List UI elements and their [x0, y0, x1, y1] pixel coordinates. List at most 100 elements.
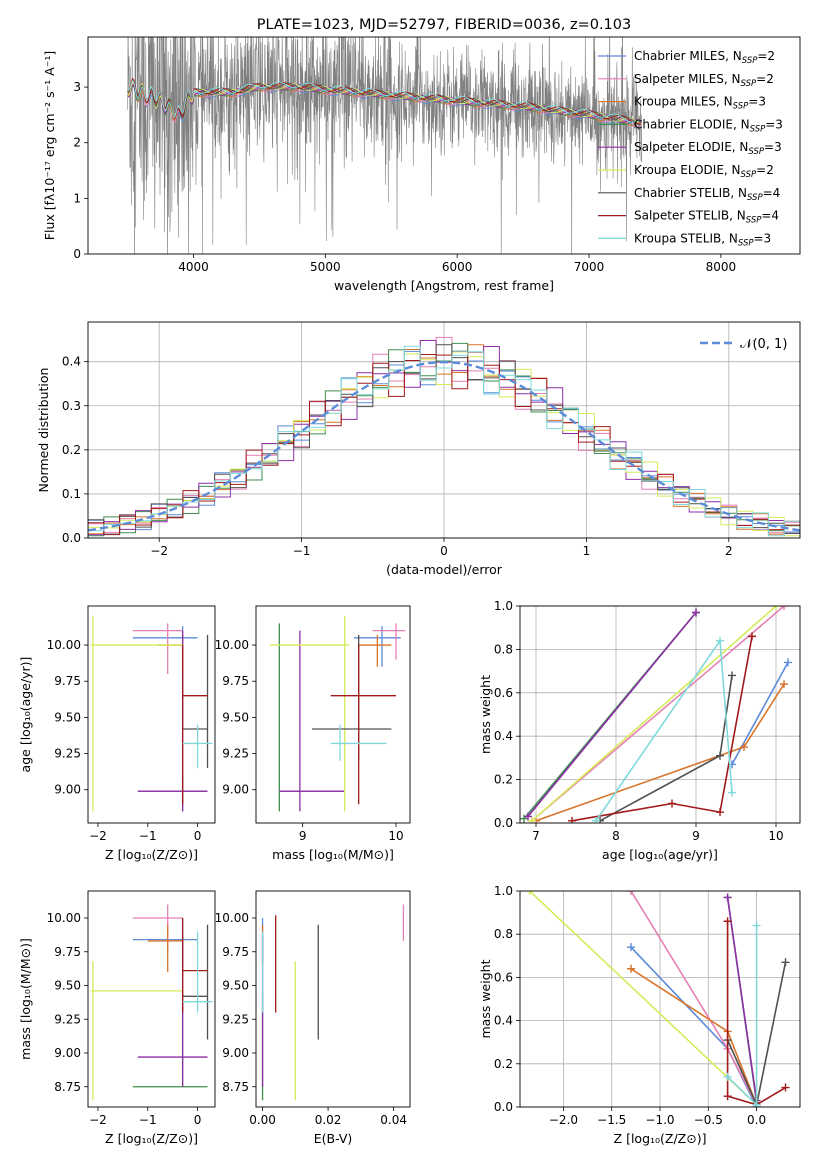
y-tick-label: 9.75	[54, 674, 81, 688]
x-tick-label: −0.5	[694, 1113, 723, 1127]
age-vs-mass-panel: 9 10 9.00 9.25 9.50 9.75 10.00 mass [log₁₀(M/M⊙…	[215, 605, 411, 862]
histogram-kroupa_stelib	[88, 345, 800, 538]
weight-vs-metallicity-panel: −2.0 −1.5 −1.0 −0.5 0.0 0.0 0.2 0.4 0.6 0.8 1.0 Z […	[478, 884, 801, 1146]
normal-pdf-curve	[88, 360, 800, 532]
weight-point-chabrier_miles	[627, 943, 636, 952]
y-tick-label: 9.25	[54, 1012, 81, 1026]
y-axis-label: Flux [fλ10⁻¹⁷ erg cm⁻² s⁻¹ A⁻¹]	[42, 51, 57, 240]
x-axis-label: E(B-V)	[314, 1131, 353, 1146]
y-axis-label: mass [log₁₀(M/M⊙)]	[18, 938, 33, 1060]
weight-point-salpeter_stelib	[723, 1092, 732, 1101]
y-tick-label: 9.75	[222, 674, 249, 688]
weight-line-salpeter_stelib	[571, 636, 753, 822]
mass-vs-ebv-panel: 0.00 0.02 0.04 8.75 9.00 9.25 9.50 9.75 10.00 E(B…	[215, 890, 411, 1146]
y-tick-label: 0.3	[62, 399, 81, 413]
model-spectrum-salpeter_stelib	[127, 77, 642, 124]
y-tick-label: 0.2	[494, 773, 513, 787]
x-tick-label: 0.04	[380, 1113, 407, 1127]
legend-entry: Chabrier STELIB, NSSP=4	[634, 186, 780, 203]
x-tick-label: 10	[768, 829, 783, 843]
y-tick-label: 1.0	[494, 599, 513, 613]
age-vs-metallicity-panel: −2 −1 0 9.00 9.25 9.50 9.75 10.00 Z [log₁₀(Z/Z⊙)…	[18, 605, 216, 862]
y-tick-label: 9.00	[54, 1046, 81, 1060]
y-tick-label: 10.00	[47, 911, 81, 925]
y-axis-label: mass weight	[478, 959, 493, 1038]
x-tick-label: 5000	[310, 260, 341, 274]
x-tick-label: 4000	[178, 260, 209, 274]
x-tick-label: 8	[612, 829, 620, 843]
y-tick-label: 3	[73, 80, 81, 94]
weight-line-salpeter_stelib	[726, 921, 786, 1106]
x-tick-label: 1	[583, 544, 591, 558]
x-tick-label: −1	[293, 544, 311, 558]
x-tick-label: 9	[692, 829, 700, 843]
model-spectrum-chabrier_elodie	[127, 84, 642, 125]
weight-point-salpeter_stelib	[716, 808, 724, 817]
x-axis-label: mass [log₁₀(M/M⊙)]	[272, 847, 394, 862]
axes-frame	[87, 36, 801, 255]
x-axis-label: age [log₁₀(age/yr)]	[602, 847, 718, 862]
histogram-kroupa_miles	[88, 344, 800, 538]
weight-point-salpeter_elodie	[524, 812, 532, 821]
y-tick-label: 1.0	[494, 884, 513, 898]
y-tick-label: 8.75	[54, 1080, 81, 1094]
x-tick-label: −1	[139, 829, 157, 843]
y-tick-label: 9.75	[222, 945, 249, 959]
x-tick-label: −2	[150, 544, 168, 558]
weight-point-kroupa_miles	[740, 743, 748, 752]
weight-point-salpeter_stelib	[668, 799, 676, 808]
weight-point-salpeter_elodie	[692, 608, 700, 617]
weight-point-kroupa_stelib	[723, 1072, 732, 1081]
weight-line-salpeter_miles	[531, 606, 785, 822]
y-tick-label: 0.4	[62, 355, 81, 369]
y-tick-label: 0.2	[494, 1057, 513, 1071]
y-tick-label: 2	[73, 136, 81, 150]
weight-point-kroupa_stelib	[728, 788, 736, 797]
weight-line-salpeter_elodie	[726, 897, 758, 1101]
y-tick-label: 0.0	[494, 816, 513, 830]
axes-frame	[87, 890, 216, 1108]
axes-frame	[519, 605, 801, 824]
y-tick-label: 0	[73, 247, 81, 261]
x-tick-label: 10	[388, 829, 403, 843]
legend-entry: Salpeter MILES, NSSP=2	[634, 72, 774, 89]
weight-line-salpeter_miles	[630, 891, 758, 1106]
x-tick-label: 7000	[574, 260, 605, 274]
y-tick-label: 8.75	[222, 1080, 249, 1094]
weight-point-kroupa_stelib	[592, 816, 600, 823]
mass-vs-metallicity-panel: −2 −1 0 8.75 9.00 9.25 9.50 9.75 10.00 Z [log₁₀(Z…	[18, 890, 216, 1146]
y-tick-label: 10.00	[215, 638, 249, 652]
y-tick-label: 0.0	[494, 1100, 513, 1114]
x-tick-label: −2	[89, 1113, 107, 1127]
legend-entry: Salpeter STELIB, NSSP=4	[634, 209, 779, 226]
weight-point-chabrier_stelib	[728, 671, 736, 680]
x-tick-label: 0	[194, 1113, 202, 1127]
y-tick-label: 0.0	[62, 531, 81, 545]
weight-line-kroupa_elodie	[529, 891, 758, 1106]
x-tick-label: −1	[139, 1113, 157, 1127]
legend-entry: 𝒩(0, 1)	[740, 337, 787, 352]
spectrum-panel: 4000 5000 6000 7000 8000 0 1 2 3 wavelength [Angs…	[42, 17, 801, 293]
chart-title: PLATE=1023, MJD=52797, FIBERID=0036, z=0…	[257, 17, 631, 33]
y-tick-label: 0.6	[494, 686, 513, 700]
weight-point-salpeter_stelib	[781, 1083, 790, 1092]
x-axis-label: (data-model)/error	[386, 562, 503, 577]
y-tick-label: 9.25	[222, 1012, 249, 1026]
y-tick-label: 9.50	[54, 710, 81, 724]
weight-point-kroupa_stelib	[752, 921, 761, 930]
x-tick-label: 0.0	[747, 1113, 766, 1127]
y-tick-label: 0.2	[62, 443, 81, 457]
y-tick-label: 0.4	[494, 729, 513, 743]
y-tick-label: 0.6	[494, 970, 513, 984]
x-tick-label: −1.5	[597, 1113, 626, 1127]
y-tick-label: 9.25	[54, 747, 81, 761]
legend-entry: Kroupa STELIB, NSSP=3	[634, 231, 771, 248]
x-tick-label: 0.00	[249, 1113, 276, 1127]
y-tick-label: 0.8	[494, 927, 513, 941]
histogram-salpeter_stelib	[88, 351, 800, 538]
weight-point-kroupa_stelib	[716, 636, 724, 645]
y-tick-label: 9.00	[222, 783, 249, 797]
x-axis-label: Z [log₁₀(Z/Z⊙)]	[105, 1131, 198, 1146]
model-spectrum-kroupa_stelib	[127, 79, 642, 123]
